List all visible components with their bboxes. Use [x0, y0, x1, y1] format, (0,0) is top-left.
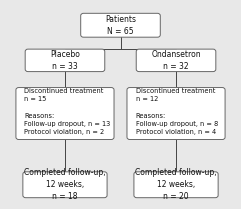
Text: Completed follow-up,
12 weeks,
n = 18: Completed follow-up, 12 weeks, n = 18 — [24, 168, 106, 201]
Text: Completed follow-up,
12 weeks,
n = 20: Completed follow-up, 12 weeks, n = 20 — [135, 168, 217, 201]
Text: Ondansetron
n = 32: Ondansetron n = 32 — [151, 50, 201, 71]
Text: Discontinued treatment
n = 12

Reasons:
Follow-up dropout, n = 8
Protocol violat: Discontinued treatment n = 12 Reasons: F… — [135, 88, 218, 135]
FancyBboxPatch shape — [81, 13, 160, 37]
Text: Discontinued treatment
n = 15

Reasons:
Follow-up dropout, n = 13
Protocol viola: Discontinued treatment n = 15 Reasons: F… — [25, 88, 111, 135]
FancyBboxPatch shape — [23, 172, 107, 198]
FancyBboxPatch shape — [16, 88, 114, 140]
FancyBboxPatch shape — [134, 172, 218, 198]
FancyBboxPatch shape — [25, 49, 105, 72]
FancyBboxPatch shape — [127, 88, 225, 140]
Text: Patients
N = 65: Patients N = 65 — [105, 15, 136, 36]
FancyBboxPatch shape — [136, 49, 216, 72]
Text: Placebo
n = 33: Placebo n = 33 — [50, 50, 80, 71]
